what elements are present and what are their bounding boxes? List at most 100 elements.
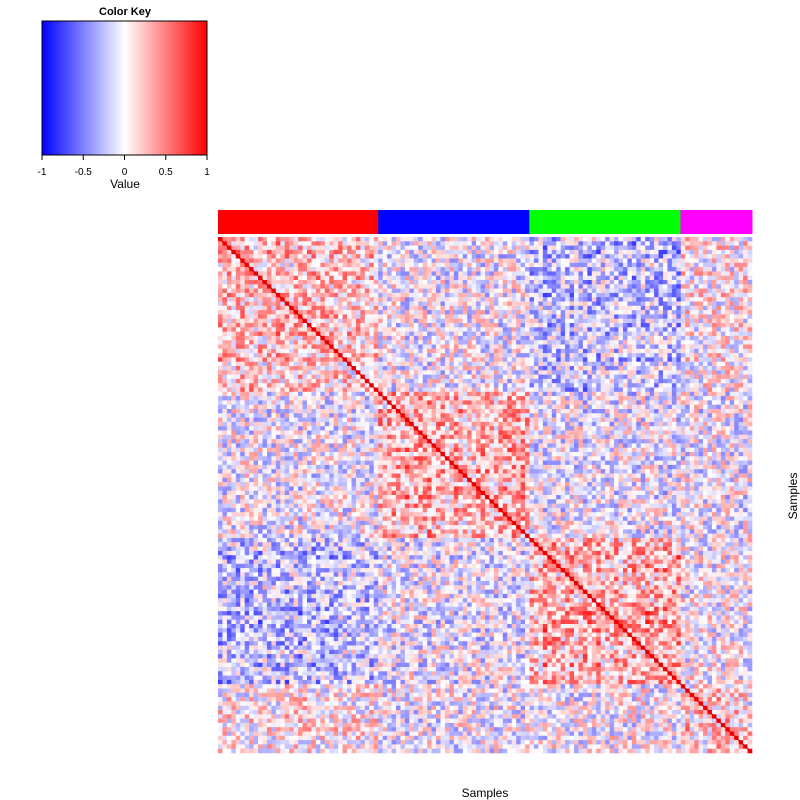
heatmap-cell [703, 310, 708, 315]
heatmap-cell [289, 348, 294, 354]
heatmap-cell [747, 366, 753, 371]
heatmap-cell [387, 413, 392, 418]
heatmap-cell [378, 323, 383, 328]
heatmap-cell [449, 357, 455, 362]
heatmap-cell [436, 271, 441, 276]
heatmap-cell [351, 284, 357, 289]
heatmap-cell [640, 348, 646, 354]
heatmap-cell [511, 400, 517, 405]
heatmap-cell [249, 413, 254, 418]
heatmap-cell [569, 366, 575, 371]
heatmap-cell [471, 237, 477, 242]
heatmap-cell [574, 387, 579, 393]
heatmap-cell [458, 357, 464, 362]
heatmap-cell [698, 310, 704, 315]
heatmap-cell [262, 249, 268, 255]
heatmap-cell [502, 335, 508, 341]
heatmap-cell [711, 327, 717, 332]
heatmap-cell [311, 378, 317, 384]
heatmap-cell [444, 249, 450, 255]
heatmap-cell [231, 357, 237, 362]
heatmap-cell [538, 249, 544, 255]
heatmap-cell [329, 323, 334, 328]
heatmap-cell [609, 249, 615, 255]
heatmap-cell [493, 262, 499, 268]
heatmap-cell [453, 370, 459, 375]
heatmap-cell [231, 275, 237, 281]
heatmap-cell [364, 374, 370, 380]
heatmap-cell [427, 366, 432, 371]
heatmap-cell [476, 353, 481, 358]
heatmap-cell [578, 409, 584, 414]
heatmap-cell [436, 275, 441, 281]
heatmap-cell [231, 361, 237, 367]
heatmap-cell [271, 301, 277, 307]
heatmap-cell [498, 404, 504, 410]
heatmap-cell [578, 344, 584, 350]
heatmap-cell [453, 297, 459, 302]
heatmap-cell [347, 245, 352, 251]
heatmap-cell [329, 284, 334, 289]
heatmap-cell [529, 409, 535, 414]
heatmap-cell [222, 314, 228, 319]
heatmap-cell [587, 374, 593, 380]
heatmap-cell [396, 254, 401, 259]
heatmap-cell [676, 314, 682, 319]
heatmap-cell [489, 353, 495, 358]
heatmap-cell [338, 378, 343, 384]
heatmap-cell [462, 400, 468, 405]
heatmap-cell [591, 327, 597, 332]
heatmap-cell [396, 310, 401, 315]
heatmap-cell [431, 292, 437, 298]
heatmap-cell [431, 391, 437, 397]
heatmap-cell [743, 292, 748, 298]
heatmap-cell [378, 292, 383, 298]
heatmap-cell [462, 275, 468, 281]
heatmap-cell [569, 318, 575, 324]
heatmap-cell [476, 340, 481, 345]
heatmap-cell [258, 404, 263, 410]
heatmap-cell [449, 275, 455, 281]
heatmap-cell [614, 396, 619, 401]
heatmap-cell [391, 370, 397, 375]
heatmap-cell [462, 305, 468, 311]
heatmap-cell [342, 267, 348, 272]
heatmap-cell [284, 297, 290, 302]
heatmap-cell [338, 348, 343, 354]
heatmap-cell [427, 409, 432, 414]
heatmap-cell [422, 374, 428, 380]
heatmap-cell [449, 284, 455, 289]
heatmap-cell [622, 340, 628, 345]
heatmap-cell [738, 366, 744, 371]
heatmap-cell [400, 245, 406, 251]
heatmap-cell [663, 361, 668, 367]
heatmap-cell [471, 323, 477, 328]
heatmap-cell [747, 284, 753, 289]
heatmap-cell [289, 366, 294, 371]
heatmap-cell [240, 288, 245, 294]
heatmap-cell [707, 400, 713, 405]
heatmap-cell [591, 254, 597, 259]
heatmap-cell [289, 383, 294, 388]
heatmap-cell [529, 357, 535, 362]
heatmap-cell [258, 258, 263, 264]
heatmap-cell [676, 288, 682, 294]
heatmap-cell [476, 409, 481, 414]
heatmap-cell [658, 237, 664, 242]
heatmap-cell [743, 254, 748, 259]
heatmap-cell [560, 327, 566, 332]
heatmap-cell [720, 275, 726, 281]
heatmap-cell [734, 284, 739, 289]
heatmap-cell [591, 396, 597, 401]
heatmap-cell [685, 280, 690, 285]
heatmap-cell [658, 378, 664, 384]
heatmap-cell [694, 348, 699, 354]
heatmap-cell [355, 400, 361, 405]
heatmap-cell [676, 370, 682, 375]
heatmap-cell [551, 258, 557, 264]
heatmap-cell [560, 249, 566, 255]
heatmap-cell [685, 237, 690, 242]
heatmap-cell [707, 310, 713, 315]
heatmap-cell [507, 254, 512, 259]
heatmap-cell [396, 348, 401, 354]
